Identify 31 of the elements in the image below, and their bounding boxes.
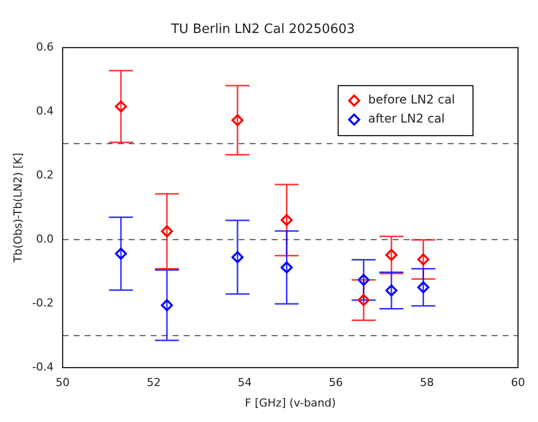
y-axis-title: Tb(Obs)-Tb(LN2) [K] [11,152,24,264]
x-tick-label: 54 [238,376,252,390]
y-tick-label: -0.4 [32,360,54,374]
point [358,294,370,306]
chart-title: TU Berlin LN2 Cal 20250603 [170,22,355,38]
point [280,261,293,274]
y-tick-label: 0.0 [36,232,54,246]
point [232,251,244,264]
y-tick-label: 0.4 [36,104,54,118]
x-tick-label: 52 [146,376,161,390]
legend-label: after LN2 cal [368,112,445,126]
point [385,248,398,261]
point [280,214,293,226]
x-tick-label: 58 [420,376,434,390]
point [417,253,430,266]
point [232,114,244,126]
x-tick-label: 60 [511,376,525,390]
point [160,225,173,238]
x-axis-title: F [GHz] (v-band) [244,396,336,410]
point [417,281,430,294]
point [358,274,370,286]
x-tick-label: 56 [328,376,343,390]
y-tick-label: 0.2 [36,168,54,182]
y-tick-label: 0.6 [36,40,54,54]
point [385,284,398,296]
point [160,299,173,312]
legend-label: before LN2 cal [368,92,456,107]
point [114,100,127,112]
y-tick-label: -0.2 [32,296,54,310]
x-tick-label: 50 [56,376,70,390]
point [114,248,127,260]
